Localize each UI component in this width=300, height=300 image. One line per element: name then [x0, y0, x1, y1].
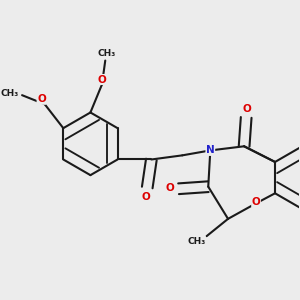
Text: O: O	[252, 197, 260, 207]
Text: O: O	[37, 94, 46, 104]
Text: O: O	[165, 183, 174, 193]
Text: O: O	[141, 192, 150, 202]
Text: CH₃: CH₃	[98, 49, 116, 58]
Text: O: O	[243, 104, 251, 114]
Text: CH₃: CH₃	[1, 88, 19, 98]
Text: O: O	[98, 74, 106, 85]
Text: CH₃: CH₃	[187, 237, 206, 246]
Text: N: N	[206, 146, 215, 155]
